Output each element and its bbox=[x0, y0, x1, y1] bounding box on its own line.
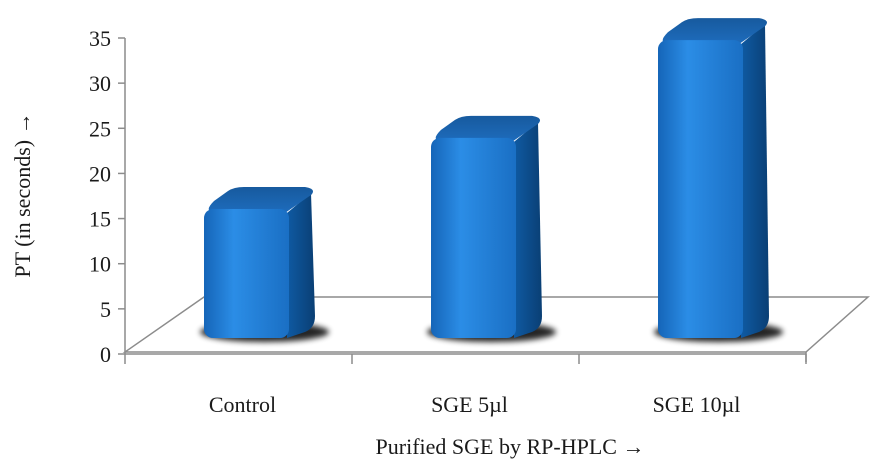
bar-front-face bbox=[431, 137, 516, 338]
y-axis-title: PT (in seconds) → bbox=[10, 112, 35, 277]
bar bbox=[654, 18, 783, 342]
bar bbox=[427, 115, 556, 342]
category-label: SGE 10µl bbox=[653, 392, 741, 417]
bar bbox=[200, 187, 329, 342]
category-label: Control bbox=[209, 392, 276, 417]
bar-top-face bbox=[662, 18, 767, 45]
y-tick-label: 0 bbox=[100, 342, 111, 367]
y-tick-label: 20 bbox=[89, 161, 111, 186]
y-tick-label: 30 bbox=[89, 71, 111, 96]
x-axis-title: Purified SGE by RP-HPLC → bbox=[376, 434, 645, 459]
bar-front-face bbox=[658, 40, 743, 339]
x-axis-ticks bbox=[124, 354, 807, 364]
y-tick-label: 5 bbox=[100, 297, 111, 322]
bars-group bbox=[200, 18, 783, 342]
y-tick-label: 35 bbox=[89, 26, 111, 51]
y-tick-label: 15 bbox=[89, 207, 111, 232]
bar-front-face bbox=[204, 209, 289, 338]
bar-side-face bbox=[287, 193, 315, 338]
bar-side-face bbox=[514, 121, 542, 338]
y-tick-label: 25 bbox=[89, 116, 111, 141]
category-labels: Control SGE 5µl SGE 10µl bbox=[209, 392, 741, 417]
bar-side-face bbox=[741, 24, 769, 339]
y-tick-label: 10 bbox=[89, 252, 111, 277]
category-label: SGE 5µl bbox=[431, 392, 508, 417]
y-axis-ticks: 0 5 10 15 20 25 30 35 bbox=[89, 26, 125, 367]
bar-top-face bbox=[435, 115, 540, 142]
bar-top-face bbox=[208, 187, 313, 214]
